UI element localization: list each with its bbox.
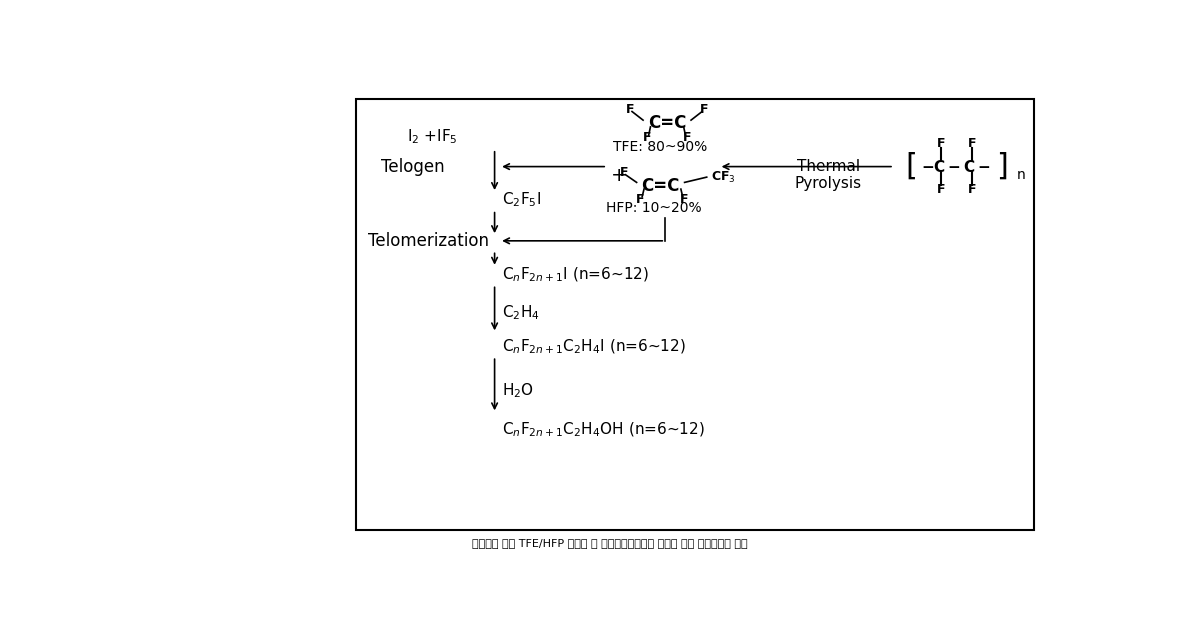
Text: F: F [620, 166, 628, 179]
Text: ]: ] [996, 152, 1008, 181]
Text: 열분해에 의한 TFE/HFP 혼합물 및 텔로머라이제이션 방법에 의한 과불소알콜 제조: 열분해에 의한 TFE/HFP 혼합물 및 텔로머라이제이션 방법에 의한 과불… [472, 538, 747, 548]
Text: C=C: C=C [641, 177, 679, 195]
Text: C=C: C=C [647, 114, 687, 132]
Bar [356, 98, 1034, 530]
Text: F: F [626, 103, 634, 116]
Text: F: F [969, 183, 977, 196]
Text: C$_n$F$_{2n+1}$C$_2$H$_4$OH (n=6~12): C$_n$F$_{2n+1}$C$_2$H$_4$OH (n=6~12) [502, 421, 704, 439]
Text: C$_2$F$_5$I: C$_2$F$_5$I [502, 191, 541, 210]
Text: [: [ [906, 152, 917, 181]
Text: F: F [969, 137, 977, 150]
Text: F: F [643, 131, 651, 144]
Text: n: n [1016, 168, 1026, 182]
Text: +: + [610, 165, 627, 185]
Text: Telogen: Telogen [381, 157, 445, 175]
Text: Thermal
Pyrolysis: Thermal Pyrolysis [795, 159, 862, 192]
Text: I$_2$ +IF$_5$: I$_2$ +IF$_5$ [407, 128, 458, 146]
Text: HFP: 10~20%: HFP: 10~20% [607, 201, 702, 215]
Text: C$_2$H$_4$: C$_2$H$_4$ [502, 304, 540, 322]
Text: F: F [679, 193, 688, 206]
Text: F: F [937, 183, 945, 196]
Text: H$_2$O: H$_2$O [502, 381, 534, 400]
Text: F: F [683, 131, 691, 144]
Text: CF$_3$: CF$_3$ [712, 170, 737, 185]
Text: TFE: 80~90%: TFE: 80~90% [614, 141, 708, 154]
Text: Telomerization: Telomerization [368, 232, 489, 250]
Text: F: F [937, 137, 945, 150]
Text: $\mathbf{-C-C-}$: $\mathbf{-C-C-}$ [921, 159, 991, 175]
Text: F: F [637, 193, 645, 206]
Text: C$_n$F$_{2n+1}$I (n=6~12): C$_n$F$_{2n+1}$I (n=6~12) [502, 266, 649, 284]
Text: C$_n$F$_{2n+1}$C$_2$H$_4$I (n=6~12): C$_n$F$_{2n+1}$C$_2$H$_4$I (n=6~12) [502, 338, 685, 356]
Text: F: F [700, 103, 708, 116]
